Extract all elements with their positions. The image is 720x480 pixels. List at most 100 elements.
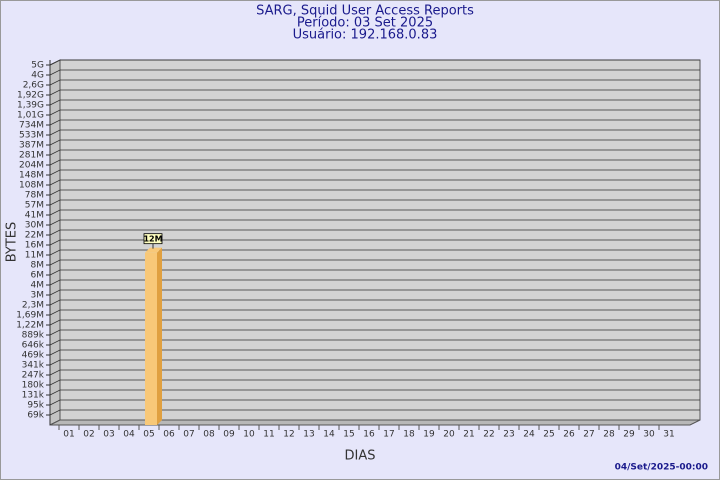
y-tick-label: 1,92G bbox=[17, 91, 44, 101]
x-tick-label: 17 bbox=[383, 430, 394, 440]
y-axis-label: BYTES bbox=[5, 222, 20, 263]
x-tick-label: 28 bbox=[603, 430, 615, 440]
x-tick-label: 20 bbox=[443, 430, 455, 440]
x-tick-label: 15 bbox=[343, 430, 354, 440]
grid-line bbox=[49, 379, 700, 386]
grid-line bbox=[49, 259, 700, 266]
plot-floor bbox=[49, 419, 701, 426]
grid-line bbox=[49, 239, 700, 246]
y-tick-label: 1,39G bbox=[17, 101, 44, 111]
x-tick-label: 21 bbox=[463, 430, 474, 440]
y-tick-label: 646k bbox=[22, 341, 45, 351]
y-tick-label: 4M bbox=[31, 281, 45, 291]
grid-line bbox=[49, 279, 700, 286]
y-tick-label: 57M bbox=[25, 201, 44, 211]
x-tick-label: 08 bbox=[203, 430, 215, 440]
x-tick-label: 06 bbox=[163, 430, 175, 440]
chart-subtitle: Período: 03 Set 2025 bbox=[297, 16, 433, 31]
y-tick-label: 4G bbox=[31, 71, 44, 81]
y-tick-label: 180k bbox=[22, 381, 45, 391]
y-tick-label: 95k bbox=[27, 401, 44, 411]
grid-line bbox=[49, 189, 700, 196]
y-tick-label: 69k bbox=[27, 411, 44, 421]
grid-line bbox=[49, 209, 700, 216]
x-tick-label: 14 bbox=[323, 430, 335, 440]
grid-line bbox=[49, 329, 700, 336]
grid-line bbox=[49, 129, 700, 136]
grid-line bbox=[49, 389, 700, 396]
x-tick-label: 31 bbox=[663, 430, 674, 440]
x-tick-label: 29 bbox=[623, 430, 635, 440]
data-label: 12M bbox=[143, 235, 162, 244]
x-tick-label: 11 bbox=[263, 430, 274, 440]
y-tick-label: 41M bbox=[25, 211, 44, 221]
x-tick-label: 23 bbox=[503, 430, 514, 440]
grid-line bbox=[49, 269, 700, 276]
x-tick-label: 26 bbox=[563, 430, 575, 440]
grid-line bbox=[49, 289, 700, 296]
grid-line bbox=[49, 169, 700, 176]
x-tick-label: 02 bbox=[83, 430, 94, 440]
y-tick-label: 387M bbox=[19, 141, 44, 151]
y-tick-label: 8M bbox=[31, 261, 45, 271]
y-tick-label: 108M bbox=[19, 181, 44, 191]
y-tick-label: 3M bbox=[31, 291, 45, 301]
footer: 04/Set/2025-00:00 bbox=[615, 463, 708, 473]
x-tick-label: 30 bbox=[643, 430, 655, 440]
x-tick-label: 03 bbox=[103, 430, 114, 440]
x-tick-label: 12 bbox=[283, 430, 294, 440]
y-tick-label: 247k bbox=[22, 371, 45, 381]
label-box bbox=[143, 233, 163, 245]
y-tick-label: 204M bbox=[19, 161, 44, 171]
y-tick-label: 281M bbox=[19, 151, 44, 161]
y-tick-label: 2,6G bbox=[23, 81, 44, 91]
grid-line bbox=[49, 399, 700, 406]
grid-line bbox=[49, 319, 700, 326]
grid-line bbox=[49, 69, 700, 76]
x-axis-label: DIAS bbox=[345, 449, 376, 464]
x-tick-label: 09 bbox=[223, 430, 235, 440]
y-tick-label: 1,69M bbox=[16, 311, 44, 321]
grid-line bbox=[49, 299, 700, 306]
x-tick-label: 18 bbox=[403, 430, 415, 440]
y-tick-label: 1,22M bbox=[16, 321, 44, 331]
grid-line bbox=[49, 89, 700, 96]
bar-side bbox=[157, 247, 162, 425]
grid-line bbox=[49, 359, 700, 366]
grid-line bbox=[49, 249, 700, 256]
grid-line bbox=[49, 309, 700, 316]
y-tick-label: 148M bbox=[19, 171, 44, 181]
x-tick-label: 22 bbox=[483, 430, 494, 440]
y-tick-label: 1,01G bbox=[17, 111, 44, 121]
x-tick-label: 10 bbox=[243, 430, 255, 440]
grid-line bbox=[49, 349, 700, 356]
grid-line bbox=[49, 199, 700, 206]
bar-top bbox=[145, 247, 162, 253]
x-tick-label: 07 bbox=[183, 430, 194, 440]
y-tick-label: 11M bbox=[25, 251, 44, 261]
grid-line bbox=[49, 109, 700, 116]
grid-line bbox=[49, 179, 700, 186]
grid-line bbox=[49, 149, 700, 156]
y-tick-label: 22M bbox=[25, 231, 44, 241]
chart-title: SARG, Squid User Access Reports bbox=[256, 4, 474, 19]
grid-line bbox=[49, 409, 700, 416]
y-tick-label: 533M bbox=[19, 131, 44, 141]
y-tick-label: 5G bbox=[31, 61, 44, 71]
x-tick-label: 13 bbox=[303, 430, 314, 440]
x-tick-label: 25 bbox=[543, 430, 554, 440]
y-tick-label: 734M bbox=[19, 121, 44, 131]
chart-subtitle: Usuário: 192.168.0.83 bbox=[293, 28, 438, 43]
y-tick-label: 131k bbox=[22, 391, 45, 401]
grid-line bbox=[49, 229, 700, 236]
y-tick-label: 469k bbox=[22, 351, 45, 361]
x-tick-label: 16 bbox=[363, 430, 375, 440]
grid-line bbox=[49, 159, 700, 166]
grid-line bbox=[49, 339, 700, 346]
y-tick-label: 889k bbox=[22, 331, 45, 341]
grid-line bbox=[49, 79, 700, 86]
grid-line bbox=[49, 99, 700, 106]
y-tick-label: 16M bbox=[25, 241, 44, 251]
grid-line bbox=[49, 119, 700, 126]
y-tick-label: 341k bbox=[22, 361, 45, 371]
